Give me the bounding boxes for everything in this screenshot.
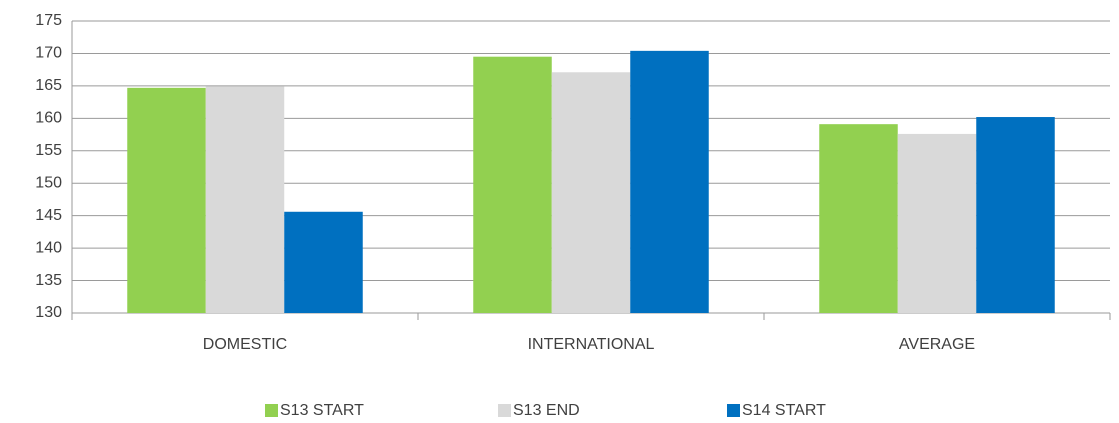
y-tick-label: 145	[35, 207, 62, 224]
y-tick-label: 160	[35, 110, 62, 127]
legend-swatch	[265, 404, 278, 417]
legend-label: S14 START	[742, 402, 826, 419]
x-tick-label: AVERAGE	[899, 336, 975, 353]
legend-swatch	[727, 404, 740, 417]
y-tick-label: 155	[35, 142, 62, 159]
bar	[897, 133, 977, 313]
x-tick-label: INTERNATIONAL	[528, 336, 655, 353]
bar	[127, 87, 206, 313]
y-tick-label: 130	[35, 304, 62, 321]
bar	[284, 211, 363, 313]
legend-swatch	[498, 404, 511, 417]
bar	[473, 56, 552, 313]
bar	[630, 50, 709, 314]
legend-label: S13 END	[513, 402, 580, 419]
y-tick-label: 150	[35, 174, 62, 191]
bar	[976, 117, 1055, 313]
bar	[819, 124, 898, 313]
x-tick-label: DOMESTIC	[203, 336, 287, 353]
legend-label: S13 START	[280, 402, 364, 419]
y-tick-label: 165	[35, 77, 62, 94]
bar	[205, 86, 285, 313]
y-tick-label: 175	[35, 12, 62, 29]
bar	[551, 72, 631, 313]
y-tick-label: 140	[35, 239, 62, 256]
y-tick-label: 170	[35, 45, 62, 62]
y-tick-label: 135	[35, 272, 62, 289]
